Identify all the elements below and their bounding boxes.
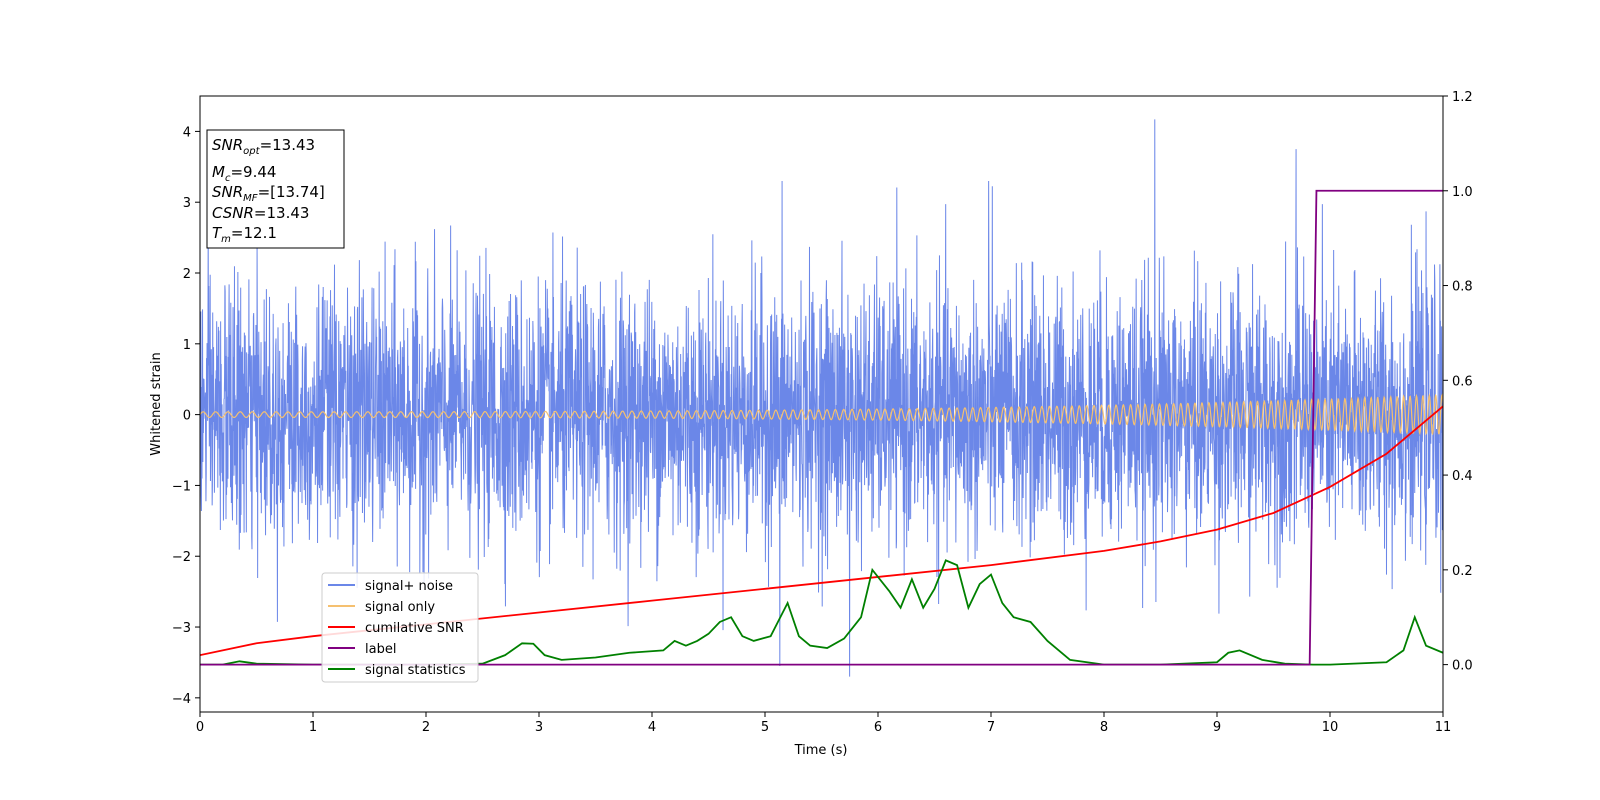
- x-tick-label: 9: [1213, 720, 1221, 735]
- legend-label-signal-only: signal only: [365, 600, 435, 615]
- info-box: SNRopt=13.43 Mc=9.44 SNRMF=[13.74] CSNR=…: [206, 129, 345, 249]
- legend-label-cumilative-snr: cumilative SNR: [365, 621, 464, 636]
- legend: signal+ noise signal only cumilative SNR…: [321, 572, 479, 683]
- x-tick-label: 8: [1100, 720, 1108, 735]
- series-line-signal-only: [200, 392, 1443, 436]
- y-tick-label: 3: [183, 196, 191, 211]
- y-axis-right: 0.0 0.2 0.4 0.6 0.8 1.0 1.2: [1443, 90, 1473, 674]
- info-tm: Tm=12.1: [212, 224, 277, 245]
- y-axis-label: Whitened strain: [149, 352, 164, 455]
- y-tick-label: −1: [172, 479, 191, 494]
- info-snr-opt: SNRopt=13.43: [212, 136, 315, 157]
- x-axis-label: Time (s): [794, 743, 848, 758]
- series-line-signal-statistics: [200, 559, 1443, 666]
- info-csnr: CSNR=13.43: [212, 204, 309, 222]
- legend-label-signal-noise: signal+ noise: [365, 579, 453, 594]
- x-tick-label: 10: [1322, 720, 1339, 735]
- series-line-label: [200, 189, 1443, 666]
- y-tick-label: −3: [172, 621, 191, 636]
- x-tick-label: 5: [761, 720, 769, 735]
- y-tick-label: 1: [183, 338, 191, 353]
- x-tick-label: 11: [1435, 720, 1452, 735]
- legend-frame: [321, 572, 479, 683]
- y2-tick-label: 0.4: [1452, 469, 1473, 484]
- x-tick-label: 3: [535, 720, 543, 735]
- info-mc: Mc=9.44: [212, 163, 276, 184]
- y-tick-label: −4: [172, 692, 191, 707]
- legend-label-signal-statistics: signal statistics: [365, 663, 466, 678]
- y-tick-label: 2: [183, 267, 191, 282]
- y2-tick-label: 0.2: [1452, 564, 1473, 579]
- y-tick-label: 0: [183, 409, 191, 424]
- series-line-signal-noise: [200, 119, 1443, 677]
- x-tick-label: 0: [196, 720, 204, 735]
- y2-tick-label: 1.0: [1452, 185, 1473, 200]
- y-tick-label: 4: [183, 125, 191, 140]
- y2-tick-label: 0.0: [1452, 659, 1473, 674]
- x-tick-label: 4: [648, 720, 656, 735]
- info-box-frame: [206, 129, 345, 249]
- x-tick-label: 7: [987, 720, 995, 735]
- info-snr-mf: SNRMF=[13.74]: [212, 183, 325, 204]
- x-tick-label: 1: [309, 720, 317, 735]
- y2-tick-label: 1.2: [1452, 90, 1473, 105]
- x-tick-label: 2: [422, 720, 430, 735]
- x-axis: 0 1 2 3 4 5 6 7 8 9 10 11: [196, 712, 1451, 735]
- x-tick-label: 6: [874, 720, 882, 735]
- y2-tick-label: 0.6: [1452, 374, 1473, 389]
- legend-label-label: label: [365, 642, 396, 657]
- y-axis-left: −4 −3 −2 −1 0 1 2 3 4: [172, 125, 200, 707]
- y2-tick-label: 0.8: [1452, 280, 1473, 295]
- axes-frame: [199, 95, 1444, 713]
- y-tick-label: −2: [172, 550, 191, 565]
